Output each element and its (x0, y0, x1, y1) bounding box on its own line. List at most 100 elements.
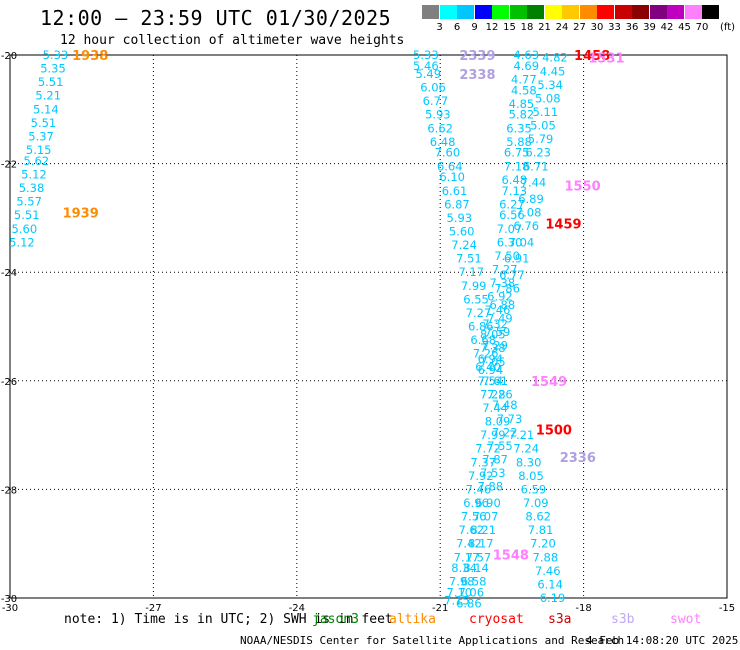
scale-swatch (667, 5, 684, 19)
wave-height-label: 7.87 (482, 453, 508, 467)
wave-height-label: 7.72 (475, 442, 501, 456)
wave-height-label: 4.63 (513, 48, 539, 62)
scale-label: 24 (555, 22, 569, 33)
wave-height-label: 6.19 (540, 591, 566, 605)
scale-label: 36 (625, 22, 639, 33)
wave-height-label: 7.07 (497, 222, 523, 236)
wave-height-label: 5.60 (449, 224, 475, 238)
pass-time-label: 2336 (560, 451, 596, 466)
scale-label: 42 (660, 22, 674, 33)
scale-label: 3 (436, 22, 443, 33)
scale-label: 33 (608, 22, 621, 33)
wave-height-label: 7.21 (509, 428, 535, 442)
wave-height-label: 6.58 (461, 575, 487, 589)
scale-label: 9 (471, 22, 478, 33)
scale-swatch (474, 5, 492, 19)
pass-time-label: 1548 (493, 549, 529, 564)
scale-unit: (ft) (719, 22, 736, 33)
wave-height-label: 5.21 (35, 89, 61, 103)
scale-label: 6 (453, 22, 461, 33)
wave-height-label: 7.10 (447, 586, 473, 600)
wave-height-label: 7.88 (533, 550, 559, 564)
wave-height-label: 6.06 (420, 81, 446, 95)
wave-height-label: 6.96 (463, 496, 489, 510)
pass-time-label: 1549 (531, 375, 567, 390)
map-frame (9, 54, 728, 599)
wave-height-label: 7.27 (492, 262, 518, 276)
wave-height-label: 7.86 (494, 281, 520, 295)
scale-label: 45 (678, 22, 691, 33)
wave-height-label: 7.24 (451, 238, 477, 252)
wave-height-label: 7.04 (509, 235, 535, 249)
wave-height-label: 5.51 (31, 116, 57, 130)
wave-height-label: 7.24 (513, 442, 539, 456)
wave-height-label: 4.82 (542, 51, 568, 65)
wave-height-label: 7.18 (504, 159, 530, 173)
wave-height-label: 6.62 (427, 121, 453, 135)
wave-height-label: 6.89 (518, 192, 544, 206)
scale-label: 30 (590, 22, 604, 33)
pass-time-label: 1458 (574, 49, 610, 64)
wave-height-label: 7.57 (466, 550, 492, 564)
scale-swatch (562, 5, 579, 19)
wave-height-label: 6.90 (475, 496, 501, 510)
wave-height-label: 5.93 (425, 108, 451, 122)
wave-height-label: 7.37 (470, 455, 496, 469)
wave-height-label: 5.51 (14, 208, 40, 222)
pass-time-label: 1500 (536, 424, 572, 439)
x-tick-label: -18 (575, 603, 591, 614)
wave-height-label: 6.48 (501, 173, 527, 187)
scale-label: 15 (503, 22, 516, 33)
wave-height-label: 7.20 (530, 537, 556, 551)
wave-height-label: 7.81 (528, 523, 554, 537)
wave-height-label: 7.44 (482, 401, 508, 415)
note-text: note: 1) Time is in UTC; 2) SWH is in fe… (64, 612, 393, 627)
scale-swatch (439, 5, 457, 19)
wave-height-label: 8.21 (470, 523, 496, 537)
pass-time-label: 1938 (72, 49, 108, 64)
wave-height-label: 6.30 (497, 235, 523, 249)
pass-time-label: 1939 (63, 206, 99, 221)
wave-height-label: 7.61 (482, 374, 508, 388)
wave-height-label: 7.51 (456, 252, 482, 266)
wave-height-label: 6.77 (499, 268, 525, 282)
wave-height-label: 4.77 (511, 72, 537, 86)
wave-height-label: 7.38 (490, 276, 516, 290)
scale-swatch (422, 5, 439, 19)
wave-height-label: 6.48 (430, 135, 456, 149)
pass-time-label: 1550 (564, 179, 600, 194)
wave-height-label: 5.35 (40, 62, 66, 76)
wave-height-label: 7.99 (461, 279, 487, 293)
wave-height-label: 5.88 (506, 135, 532, 149)
scale-swatch (597, 5, 614, 19)
scale-swatch (544, 5, 562, 19)
wave-height-label: 5.37 (28, 129, 54, 143)
wave-height-label: 8.05 (480, 328, 506, 342)
scale-swatch (632, 5, 649, 19)
wave-height-label: 7.54 (478, 374, 504, 388)
wave-height-label: 6.56 (499, 208, 525, 222)
wave-height-label: 7.56 (461, 510, 487, 524)
wave-height-label: 5.93 (447, 211, 473, 225)
wave-height-label: 7.50 (494, 249, 520, 263)
wave-height-label: 7.62 (458, 523, 484, 537)
wave-height-label: 5.79 (528, 132, 554, 146)
footer-timestamp: 4 Feb 14:08:20 UTC 2025 (586, 634, 739, 647)
wave-height-label: 6.76 (513, 219, 539, 233)
wave-height-label: 5.12 (9, 235, 35, 249)
wave-height-label: 7.53 (480, 466, 506, 480)
wave-height-label: 6.77 (423, 94, 449, 108)
wave-height-label: 5.15 (26, 143, 52, 157)
y-tick-label: -20 (1, 51, 17, 62)
wave-height-label: 6.55 (463, 292, 489, 306)
wave-height-label: 5.46 (413, 59, 439, 73)
wave-height-label: 7.15 (444, 594, 470, 608)
color-scale: 3 6 9 12 15 18 21 24 27 30 33 36 39 42 45 70 (ft) (0, 0, 740, 36)
wave-height-label: 6.61 (442, 184, 468, 198)
wave-height-label: 5.51 (38, 75, 64, 89)
scale-swatch (684, 5, 702, 19)
y-tick-label: -22 (1, 160, 17, 171)
x-tick-label: -15 (719, 603, 735, 614)
wave-height-label: 7.42 (456, 537, 482, 551)
x-tick-label: -24 (289, 603, 305, 614)
